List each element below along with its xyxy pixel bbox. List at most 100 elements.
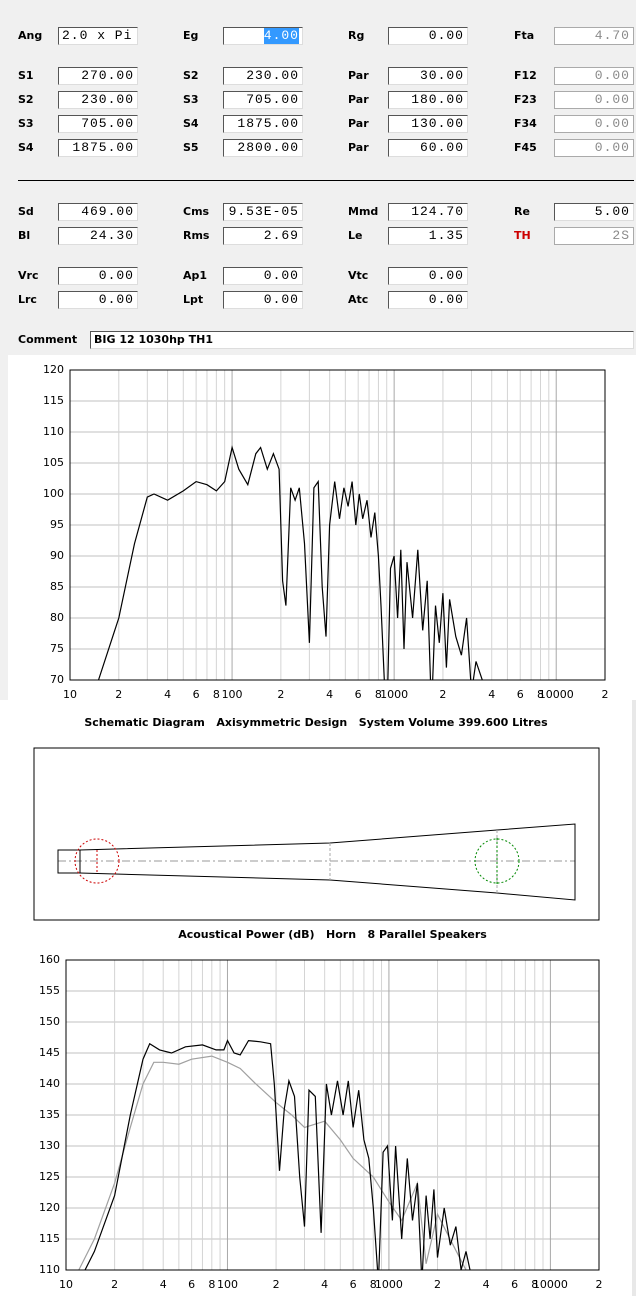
field-label: TH (514, 229, 531, 242)
x-tick-label: 100 (222, 688, 243, 701)
text-field[interactable]: 124.70 (388, 203, 468, 221)
text-field[interactable]: 0.00 (223, 291, 303, 309)
y-tick-label: 110 (43, 425, 64, 438)
y-tick-label: 120 (43, 363, 64, 376)
x-tick-label: 4 (326, 688, 333, 701)
text-field[interactable]: 30.00 (388, 67, 468, 85)
field-label: S3 (18, 117, 34, 130)
field-label: F34 (514, 117, 537, 130)
x-tick-label: 4 (321, 1278, 328, 1291)
x-tick-label: 6 (350, 1278, 357, 1291)
x-tick-label: 4 (164, 688, 171, 701)
text-field[interactable]: 705.00 (58, 115, 138, 133)
x-tick-label: 8 (375, 688, 382, 701)
separator (18, 180, 634, 181)
schematic-title: Schematic Diagram Axisymmetric Design Sy… (84, 716, 548, 729)
field-label: Lpt (183, 293, 204, 306)
text-field[interactable]: 2800.00 (223, 139, 303, 157)
field-label: F45 (514, 141, 537, 154)
field-label: Par (348, 141, 369, 154)
x-tick-label: 8 (208, 1278, 215, 1291)
y-tick-label: 140 (39, 1077, 60, 1090)
field-label: Eg (183, 29, 199, 42)
x-tick-label: 6 (517, 688, 524, 701)
field-label: Par (348, 93, 369, 106)
text-field[interactable]: 2.0 x Pi (58, 27, 138, 45)
x-tick-label: 2 (277, 688, 284, 701)
field-label: Par (348, 69, 369, 82)
y-tick-label: 90 (50, 549, 64, 562)
throat-chamber (57, 849, 81, 874)
text-field[interactable]: 9.53E-05 (223, 203, 303, 221)
text-field[interactable]: 230.00 (223, 67, 303, 85)
text-field[interactable]: 0.00 (58, 267, 138, 285)
y-tick-label: 115 (43, 394, 64, 407)
plot-frame (69, 369, 606, 681)
field-label: Ang (18, 29, 43, 42)
comment-field[interactable]: BIG 12 1030hp TH1 (90, 331, 634, 349)
field-label: Par (348, 117, 369, 130)
field-label: S1 (18, 69, 34, 82)
text-field[interactable]: 0.00 (388, 27, 468, 45)
field-label: Vtc (348, 269, 369, 282)
y-tick-label: 150 (39, 1015, 60, 1028)
text-field[interactable]: 1875.00 (223, 115, 303, 133)
text-field: 0.00 (554, 115, 634, 133)
y-tick-label: 120 (39, 1201, 60, 1214)
text-field: 2S (554, 227, 634, 245)
x-tick-label: 100 (217, 1278, 238, 1291)
x-tick-label: 4 (160, 1278, 167, 1291)
y-tick-label: 115 (39, 1232, 60, 1245)
y-tick-label: 155 (39, 984, 60, 997)
x-tick-label: 4 (483, 1278, 490, 1291)
text-field[interactable]: 705.00 (223, 91, 303, 109)
chart-title: Acoustical Power (dB) Horn 8 Parallel Sp… (178, 928, 487, 941)
text-field[interactable]: 180.00 (388, 91, 468, 109)
field-label: S2 (18, 93, 34, 106)
x-tick-label: 8 (537, 688, 544, 701)
text-field[interactable]: 230.00 (58, 91, 138, 109)
field-label: Le (348, 229, 363, 242)
response-curve (97, 445, 483, 680)
y-tick-label: 95 (50, 518, 64, 531)
field-label: S4 (183, 117, 199, 130)
text-field[interactable]: 5.00 (554, 203, 634, 221)
text-field[interactable]: 130.00 (388, 115, 468, 133)
field-label: Sd (18, 205, 34, 218)
y-tick-label: 105 (43, 456, 64, 469)
x-tick-label: 2 (115, 688, 122, 701)
x-tick-label: 10 (59, 1278, 73, 1291)
y-tick-label: 160 (39, 953, 60, 966)
text-field[interactable]: 24.30 (58, 227, 138, 245)
text-field[interactable]: 0.00 (223, 267, 303, 285)
y-tick-label: 110 (39, 1263, 60, 1276)
field-label: Re (514, 205, 530, 218)
schematic-frame (33, 747, 600, 921)
text-field[interactable]: 1.35 (388, 227, 468, 245)
field-label: S4 (18, 141, 34, 154)
text-field[interactable]: 60.00 (388, 139, 468, 157)
y-tick-label: 80 (50, 611, 64, 624)
x-tick-label: 2 (111, 1278, 118, 1291)
y-tick-label: 135 (39, 1108, 60, 1121)
text-field[interactable]: 4.00 (223, 27, 303, 45)
x-tick-label: 6 (511, 1278, 518, 1291)
field-label: S5 (183, 141, 199, 154)
text-field[interactable]: 2.69 (223, 227, 303, 245)
text-field[interactable]: 0.00 (388, 267, 468, 285)
text-field[interactable]: 270.00 (58, 67, 138, 85)
text-field[interactable]: 0.00 (58, 291, 138, 309)
text-field[interactable]: 1875.00 (58, 139, 138, 157)
y-tick-label: 125 (39, 1170, 60, 1183)
text-field[interactable]: 469.00 (58, 203, 138, 221)
text-field[interactable]: 0.00 (388, 291, 468, 309)
field-label: Mmd (348, 205, 379, 218)
field-label: S2 (183, 69, 199, 82)
text-field: 0.00 (554, 91, 634, 109)
x-tick-label: 2 (596, 1278, 603, 1291)
field-label: Ap1 (183, 269, 208, 282)
field-label: Bl (18, 229, 31, 242)
y-tick-label: 70 (50, 673, 64, 686)
